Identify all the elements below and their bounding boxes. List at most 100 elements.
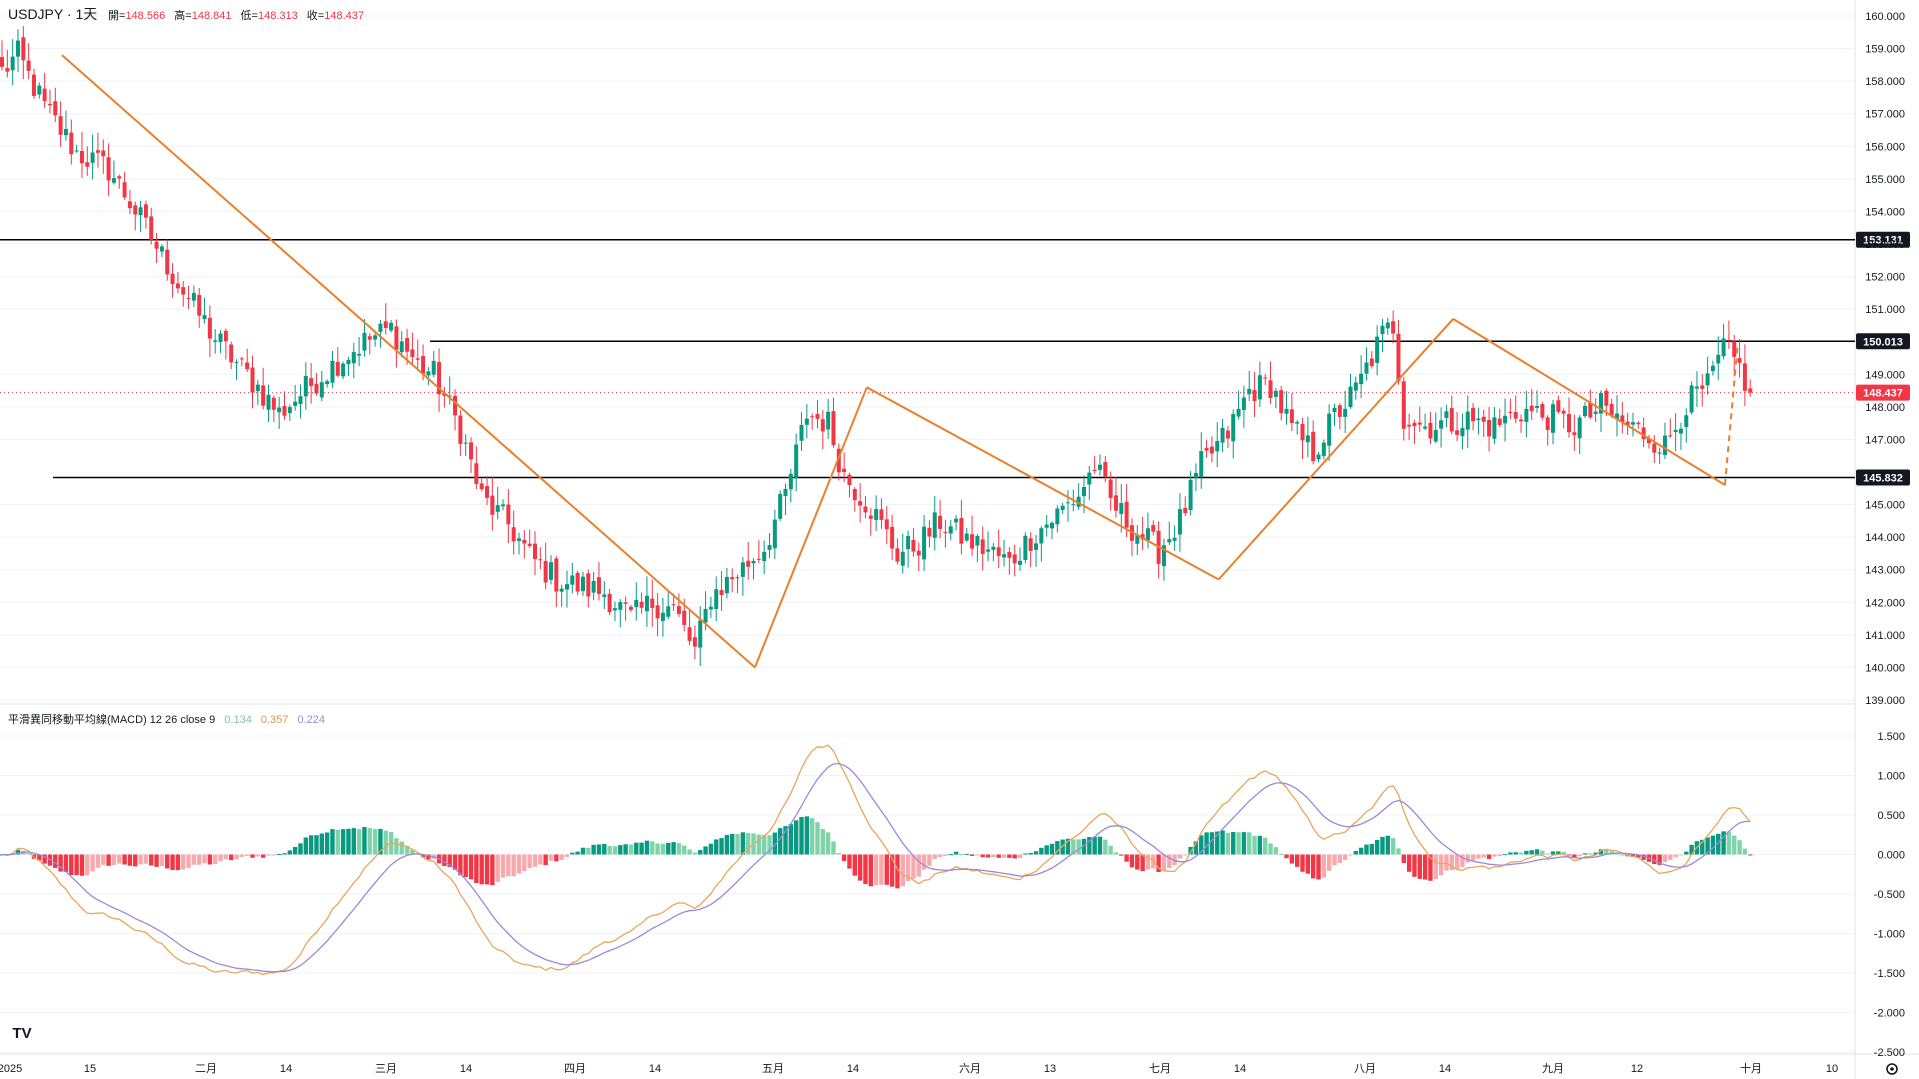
settings-gear-icon[interactable] [1886,1063,1898,1075]
level-price-label: 153.131 [1863,235,1903,247]
candle [186,285,191,310]
macd-bar [458,854,463,876]
macd-bar [1390,838,1396,855]
candle [991,543,996,562]
macd-bar [1630,854,1636,857]
candle [373,330,378,347]
zigzag-lines[interactable] [61,54,1739,669]
macd-bar [463,854,468,877]
macd-bar [127,854,133,866]
macd-bar [1593,852,1598,855]
candle [383,303,388,335]
macd-bar [133,854,138,867]
candle [127,189,132,214]
price-tick-label: 147.000 [1865,434,1905,446]
candle [1700,374,1705,407]
price-tick-label: 152.000 [1865,272,1905,284]
candle [1369,351,1374,369]
macd-bar [101,854,106,865]
candle [1673,413,1678,452]
macd-bar [1401,854,1406,863]
macd-bar [1353,850,1359,855]
macd-bar [495,854,500,882]
macd-bar [1502,854,1508,856]
price-tick-label: 155.000 [1865,174,1905,186]
macd-bar [879,854,884,885]
macd-tick-label: 0.000 [1877,850,1905,862]
candle [234,359,239,380]
candle [1710,360,1715,376]
macd-bar [388,832,394,855]
candle [692,625,697,660]
macd-bar [79,854,85,876]
candle [740,556,745,596]
candle [527,529,532,549]
symbol-title[interactable]: USDJPY · 1天 [8,6,97,22]
macd-bar [1337,854,1343,863]
macd-bar [1124,854,1129,862]
macd-bar [618,845,623,855]
candle [660,597,665,637]
macd-bar [276,853,282,855]
candle [346,356,351,377]
candle [474,446,479,490]
price-tick-label: 140.000 [1865,662,1905,674]
macd-bar [1748,854,1753,856]
candle [1060,502,1065,515]
candle [666,590,671,620]
candle [916,542,921,572]
candle [95,132,100,168]
candles [0,25,1753,666]
macd-bar [1087,837,1092,855]
candle [1524,390,1529,438]
macd-bar [522,854,527,872]
price-tick-label: 142.000 [1865,597,1905,609]
macd-bar [383,830,388,855]
macd-bar [740,832,746,855]
macd-bar [1609,851,1614,855]
candle [612,601,617,622]
candle [1225,425,1230,449]
macd-bar [852,854,857,876]
candle [1678,422,1683,450]
candle [1092,456,1097,474]
time-tick-label: 14 [1439,1063,1451,1075]
candle [1646,435,1651,449]
macd-bar [1524,850,1529,855]
candle [154,233,159,264]
time-axis[interactable]: 2025 15 二月 14 三月 14 四月 14 五月 14 六月 13 七月 14 八月 14 九月 12 十月… [0,1061,1838,1075]
macd-bar [1662,854,1668,863]
macd-bar [953,851,959,855]
macd-bar [1598,849,1604,855]
macd-bar [186,854,191,869]
macd-bar [420,854,426,858]
macd-bar [964,853,969,855]
candle [229,341,234,370]
candle [357,337,362,367]
macd-bar [1620,854,1625,856]
horizontal-levels[interactable]: 153.131 150.013 145.832 148.437 [0,231,1910,486]
tradingview-logo[interactable]: TV [7,1021,37,1043]
candle [362,318,367,357]
candle [1694,371,1699,407]
macd-bar [1193,841,1199,855]
macd-bar [1316,854,1321,880]
candle [1023,532,1028,564]
macd-bar [1060,839,1065,855]
macd-bar [356,828,362,855]
macd-bar [692,852,698,855]
candle [447,376,452,405]
candle [1551,399,1556,445]
macd-bar [714,839,719,855]
macd-bar [1097,836,1103,855]
macd-legend[interactable]: 平滑異同移動平均線(MACD) 12 26 close 9 0.134 0.35… [8,712,325,726]
candle [181,280,186,307]
macd-bar [1412,854,1417,877]
price-axis[interactable]: 160.000 159.000 158.000 157.000 156.000 155.0… [1865,11,1905,1059]
candle [458,410,463,457]
macd-bar [191,854,197,865]
candle [1423,413,1428,431]
macd-bar [1177,854,1183,859]
candle [58,101,63,148]
